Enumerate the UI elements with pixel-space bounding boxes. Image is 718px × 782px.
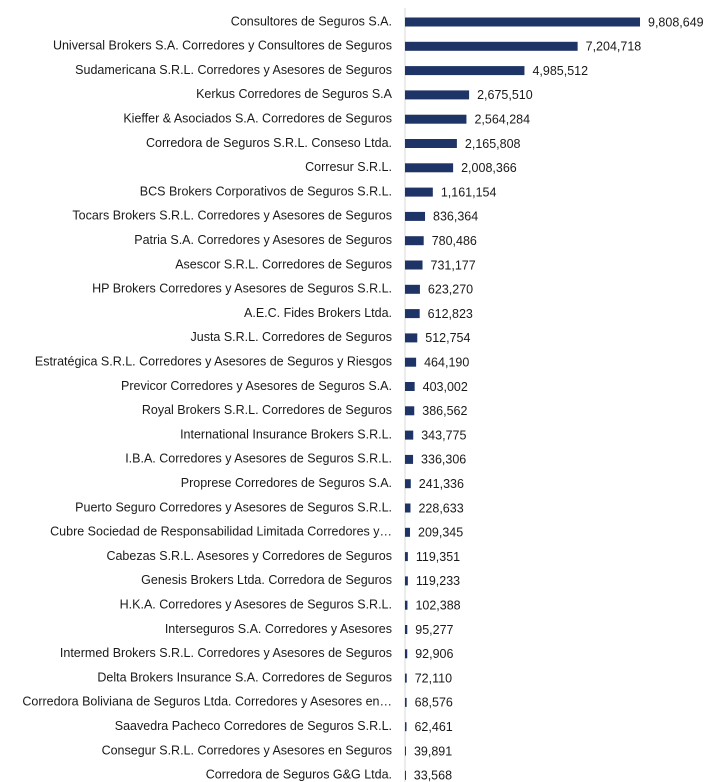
bar [405,503,411,513]
data-label: 92,906 [415,647,453,661]
category-label: Delta Brokers Insurance S.A. Corredores … [97,670,392,684]
bar [405,284,420,294]
data-label: 7,204,718 [586,40,642,54]
category-label: Corredora Boliviana de Seguros Ltda. Cor… [22,695,392,709]
data-label: 464,190 [424,355,469,369]
bar [405,454,414,464]
bar [405,139,457,148]
category-label: Cabezas S.R.L. Asesores y Corredores de … [106,549,392,563]
bar [405,114,467,124]
data-label: 241,336 [419,477,464,491]
category-label: Intermed Brokers S.R.L. Corredores y Ase… [60,646,392,660]
data-label: 39,891 [414,744,452,758]
category-label: Saavedra Pacheco Corredores de Seguros S… [115,719,392,733]
bar [405,309,420,319]
bar [405,187,433,197]
bar [405,66,525,76]
category-label: Consegur S.R.L. Corredores y Asesores en… [102,743,392,757]
bar [405,576,408,586]
bar [405,527,411,537]
bar [405,552,408,562]
data-label: 336,306 [421,453,466,467]
data-label: 2,564,284 [474,112,530,126]
category-label: Consultores de Seguros S.A. [231,14,392,28]
data-label: 2,165,808 [465,137,521,151]
category-label: Patria S.A. Corredores y Asesores de Seg… [134,233,392,247]
bar [405,382,415,391]
bar [405,600,408,610]
category-label: Genesis Brokers Ltda. Corredora de Segur… [141,573,392,587]
data-label: 95,277 [415,623,453,637]
bar [405,649,408,659]
bar [405,333,418,343]
bar [405,479,411,489]
data-label: 209,345 [418,526,463,540]
bar [405,746,406,756]
category-label: Corredora de Seguros S.R.L. Conseso Ltda… [146,136,392,150]
category-label: Kerkus Corredores de Seguros S.A [196,87,393,101]
data-label: 1,161,154 [441,185,497,199]
category-label: Proprese Corredores de Seguros S.A. [181,476,392,490]
category-label: Justa S.R.L. Corredores de Seguros [191,330,393,344]
data-label: 780,486 [432,234,477,248]
data-label: 2,675,510 [477,88,533,102]
bar [405,625,408,634]
data-label: 623,270 [428,283,473,297]
data-label: 403,002 [423,380,468,394]
category-label: Asescor S.R.L. Corredores de Seguros [175,257,392,271]
bar [405,41,578,51]
data-label: 731,177 [431,258,476,272]
bar [405,90,470,100]
category-label: HP Brokers Corredores y Asesores de Segu… [92,282,392,296]
data-label: 4,985,512 [532,64,588,78]
data-label: 33,568 [414,769,452,782]
bar [405,430,414,440]
category-label: Cubre Sociedad de Responsabilidad Limita… [50,525,392,539]
data-label: 612,823 [428,307,473,321]
category-label: Corredora de Seguros G&G Ltda. [206,768,392,782]
category-label: I.B.A. Corredores y Asesores de Seguros … [125,452,392,466]
category-label: Kieffer & Asociados S.A. Corredores de S… [123,111,392,125]
data-label: 62,461 [414,720,452,734]
bar [405,406,415,416]
bar [405,722,407,732]
category-label: BCS Brokers Corporativos de Seguros S.R.… [140,184,392,198]
data-label: 119,233 [416,574,460,588]
data-label: 102,388 [415,598,460,612]
data-label: 9,808,649 [648,15,704,29]
category-label: H.K.A. Corredores y Asesores de Seguros … [120,597,392,611]
bar [405,697,407,707]
category-label: Universal Brokers S.A. Corredores y Cons… [53,39,392,53]
bar [405,260,423,270]
data-label: 119,351 [416,550,460,564]
bar [405,236,424,246]
bar [405,163,454,173]
bar [405,673,407,683]
data-label: 72,110 [415,671,452,685]
bar [405,770,406,780]
category-label: Previcor Corredores y Asesores de Seguro… [121,379,392,393]
category-label: Sudamericana S.R.L. Corredores y Asesore… [75,63,392,77]
data-label: 512,754 [425,331,470,345]
data-label: 836,364 [433,210,478,224]
category-label: Corresur S.R.L. [305,160,392,174]
data-label: 68,576 [415,696,453,710]
data-label: 2,008,366 [461,161,517,175]
category-label: Puerto Seguro Corredores y Asesores de S… [75,500,392,514]
category-label: International Insurance Brokers S.R.L. [180,427,392,441]
category-label: Tocars Brokers S.R.L. Corredores y Aseso… [72,209,392,223]
category-label: Estratégica S.R.L. Corredores y Asesores… [35,354,392,368]
data-label: 228,633 [418,501,463,515]
bar [405,357,417,367]
bar [405,17,641,27]
data-label: 343,775 [421,428,466,442]
bar [405,211,426,221]
data-label: 386,562 [422,404,467,418]
category-label: A.E.C. Fides Brokers Ltda. [244,306,392,320]
category-label: Interseguros S.A. Corredores y Asesores [165,622,392,636]
category-label: Royal Brokers S.R.L. Corredores de Segur… [142,403,392,417]
